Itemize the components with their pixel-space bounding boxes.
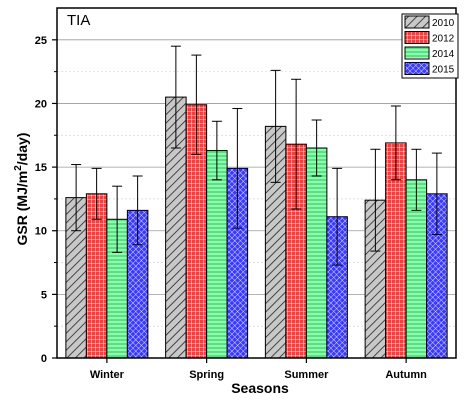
bars (65, 96, 448, 359)
x-tick-label: Spring (189, 369, 224, 381)
y-axis: 0 5 10 15 20 25 (35, 35, 57, 365)
legend-label-2012: 2012 (432, 34, 455, 45)
bar-2014-spring (206, 150, 228, 359)
x-axis-title: Seasons (231, 380, 289, 396)
legend-swatch-2014 (404, 46, 430, 60)
legend-swatch-2015 (404, 62, 430, 75)
y-axis-title-superscript: 2 (13, 165, 24, 171)
legend-label-2014: 2014 (432, 49, 455, 60)
y-tick-label: 0 (41, 353, 47, 365)
y-axis-title-main: GSR (MJ/m (14, 171, 30, 246)
error-bars (71, 45, 442, 266)
y-axis-title: GSR (MJ/m2/day) (13, 133, 30, 246)
chart-title: TIA (67, 12, 90, 29)
bar-2014-summer (305, 147, 328, 359)
x-tick-label: Autumn (385, 369, 427, 381)
y-axis-title-tail: /day) (14, 133, 30, 166)
y-tick-label: 25 (35, 35, 47, 47)
legend-swatch-2012 (404, 31, 430, 44)
y-tick-label: 10 (35, 226, 47, 238)
legend-swatch-2010 (404, 15, 430, 29)
x-axis: Winter Spring Summer Autumn (90, 358, 427, 381)
y-tick-label: 15 (35, 162, 47, 174)
plot-frame (56, 7, 457, 359)
y-tick-label: 5 (41, 289, 47, 301)
legend: 2010 2012 2014 2015 (401, 13, 459, 79)
legend-label-2015: 2015 (432, 65, 455, 76)
y-tick-label: 20 (35, 98, 47, 110)
x-tick-label: Summer (284, 369, 329, 381)
legend-label-2010: 2010 (432, 18, 455, 29)
x-tick-label: Winter (90, 369, 125, 381)
